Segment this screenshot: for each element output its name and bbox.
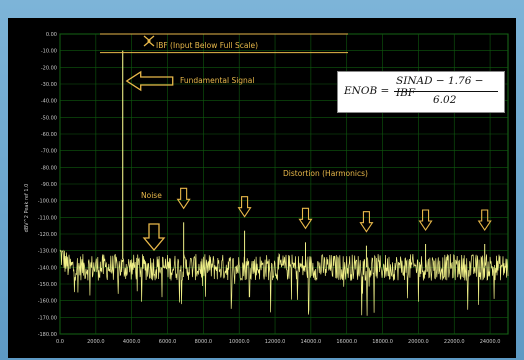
y-tick-label: -20.00 xyxy=(41,65,57,71)
formula-lhs: ENOB = xyxy=(344,85,390,97)
spectrum-chart: 0.00 -10.00 -20.00 -30.00 -40.00 -50.00 -60.00… xyxy=(24,32,509,345)
enob-formula-box: ENOB = SINAD − 1.76 − IBF 6.02 xyxy=(337,71,505,113)
x-tick-label: 20000.0 xyxy=(408,339,429,345)
formula-numerator: SINAD − 1.76 − IBF xyxy=(396,75,484,99)
y-tick-label: -10.00 xyxy=(41,49,57,55)
y-tick-label: -180.00 xyxy=(38,332,57,338)
y-tick-label: -120.00 xyxy=(38,232,57,238)
formula-fraction-bar xyxy=(394,91,498,92)
x-tick-label: 14000.0 xyxy=(301,339,322,345)
x-tick-label: 16000.0 xyxy=(336,339,357,345)
harmonic-arrow-icon xyxy=(359,211,374,233)
harmonic-arrow-icon xyxy=(418,209,433,231)
y-tick-label: -90.00 xyxy=(41,182,57,188)
x-tick-label: 10000.0 xyxy=(229,339,250,345)
harmonic-arrow-icon xyxy=(477,209,492,231)
y-tick-label: -130.00 xyxy=(38,249,57,255)
series xyxy=(59,50,509,316)
x-tick-label: 18000.0 xyxy=(372,339,393,345)
y-tick-label: -100.00 xyxy=(38,199,57,205)
y-tick-label: -80.00 xyxy=(41,165,57,171)
harmonic-arrow-icon xyxy=(176,187,191,210)
plot-panel: 0.00 -10.00 -20.00 -30.00 -40.00 -50.00 -60.00… xyxy=(8,18,516,358)
y-tick-label: -50.00 xyxy=(41,115,57,121)
noise-label: Noise xyxy=(141,191,162,200)
x-tick-label: 6000.0 xyxy=(159,339,177,345)
y-tick-label: -60.00 xyxy=(41,132,57,138)
y-tick-label: -140.00 xyxy=(38,265,57,271)
distortion-label: Distortion (Harmonics) xyxy=(283,169,368,178)
harmonic-arrow-icon xyxy=(237,196,252,218)
x-tick-label: 2000.0 xyxy=(87,339,105,345)
y-tick-label: -170.00 xyxy=(38,315,57,321)
annotations: IBF (Input Below Full Scale) Fundamental… xyxy=(100,33,492,252)
y-tick-label: -110.00 xyxy=(38,215,57,221)
y-tick-labels: 0.00 -10.00 -20.00 -30.00 -40.00 -50.00 -60.00… xyxy=(38,32,57,338)
y-tick-label: 0.00 xyxy=(46,32,57,38)
harmonic-arrow-icon xyxy=(298,207,313,230)
noise-floor-trace xyxy=(59,249,509,316)
y-tick-label: -30.00 xyxy=(41,82,57,88)
x-tick-label: 4000.0 xyxy=(123,339,141,345)
fundamental-arrow-icon xyxy=(125,70,174,92)
formula-denominator: 6.02 xyxy=(433,94,457,106)
x-tick-label: 24000.0 xyxy=(480,339,501,345)
x-tick-label: 22000.0 xyxy=(444,339,465,345)
y-axis-label: dBV^2 Peak ref 1.0 xyxy=(24,184,30,233)
y-tick-label: -150.00 xyxy=(38,282,57,288)
x-tick-labels: 0.0 2000.0 4000.0 6000.0 8000.0 10000.0 12000.… xyxy=(56,339,500,345)
x-tick-label: 8000.0 xyxy=(195,339,213,345)
noise-arrow-icon xyxy=(142,223,166,252)
y-tick-label: -40.00 xyxy=(41,99,57,105)
x-tick-label: 12000.0 xyxy=(265,339,286,345)
x-tick-label: 0.0 xyxy=(56,339,64,345)
y-tick-label: -70.00 xyxy=(41,149,57,155)
ibf-label: IBF (Input Below Full Scale) xyxy=(156,41,258,50)
ibf-arrow-icon xyxy=(143,35,155,47)
y-tick-label: -160.00 xyxy=(38,299,57,305)
fundamental-signal-label: Fundamental Signal xyxy=(180,76,254,85)
